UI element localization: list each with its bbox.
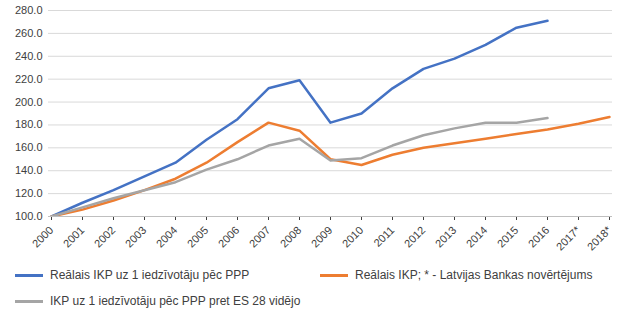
svg-text:100.0: 100.0 [15, 210, 43, 222]
svg-text:2011: 2011 [371, 224, 396, 249]
svg-text:2006: 2006 [216, 224, 242, 250]
svg-text:2018*: 2018* [585, 223, 614, 252]
svg-text:280.0: 280.0 [15, 4, 43, 16]
svg-text:2010: 2010 [340, 224, 366, 250]
html-text:Reālais IKP; * - Latvijas Bank: Reālais IKP; * - Latvijas Bankas novērtē… [355, 268, 593, 282]
svg-text:160.0: 160.0 [15, 141, 43, 153]
svg-text:2001: 2001 [61, 224, 87, 250]
html-text:IKP uz 1 iedzīvotāju pēc PPP p: IKP uz 1 iedzīvotāju pēc PPP pret ES 28 … [50, 294, 301, 308]
svg-text:260.0: 260.0 [15, 27, 43, 39]
svg-text:2017*: 2017* [554, 223, 583, 252]
svg-text:2003: 2003 [123, 224, 149, 250]
svg-text:2012: 2012 [402, 224, 428, 250]
html-text:Reālais IKP uz 1 iedzīvotāju p: Reālais IKP uz 1 iedzīvotāju pēc PPP [50, 268, 250, 282]
svg-text:180.0: 180.0 [15, 118, 43, 130]
svg-text:2009: 2009 [309, 224, 335, 250]
svg-text:2008: 2008 [278, 224, 304, 250]
svg-text:120.0: 120.0 [15, 187, 43, 199]
svg-text:200.0: 200.0 [15, 96, 43, 108]
svg-text:2005: 2005 [185, 224, 211, 250]
svg-text:2016: 2016 [526, 224, 552, 250]
svg-text:2000: 2000 [30, 224, 56, 250]
svg-text:2004: 2004 [154, 224, 180, 250]
svg-text:2007: 2007 [247, 224, 273, 250]
svg-text:2002: 2002 [92, 224, 118, 250]
svg-text:140.0: 140.0 [15, 164, 43, 176]
svg-text:2014: 2014 [464, 224, 490, 250]
svg-text:2013: 2013 [433, 224, 459, 250]
svg-text:240.0: 240.0 [15, 50, 43, 62]
svg-text:2015: 2015 [495, 224, 521, 250]
svg-text:220.0: 220.0 [15, 73, 43, 85]
